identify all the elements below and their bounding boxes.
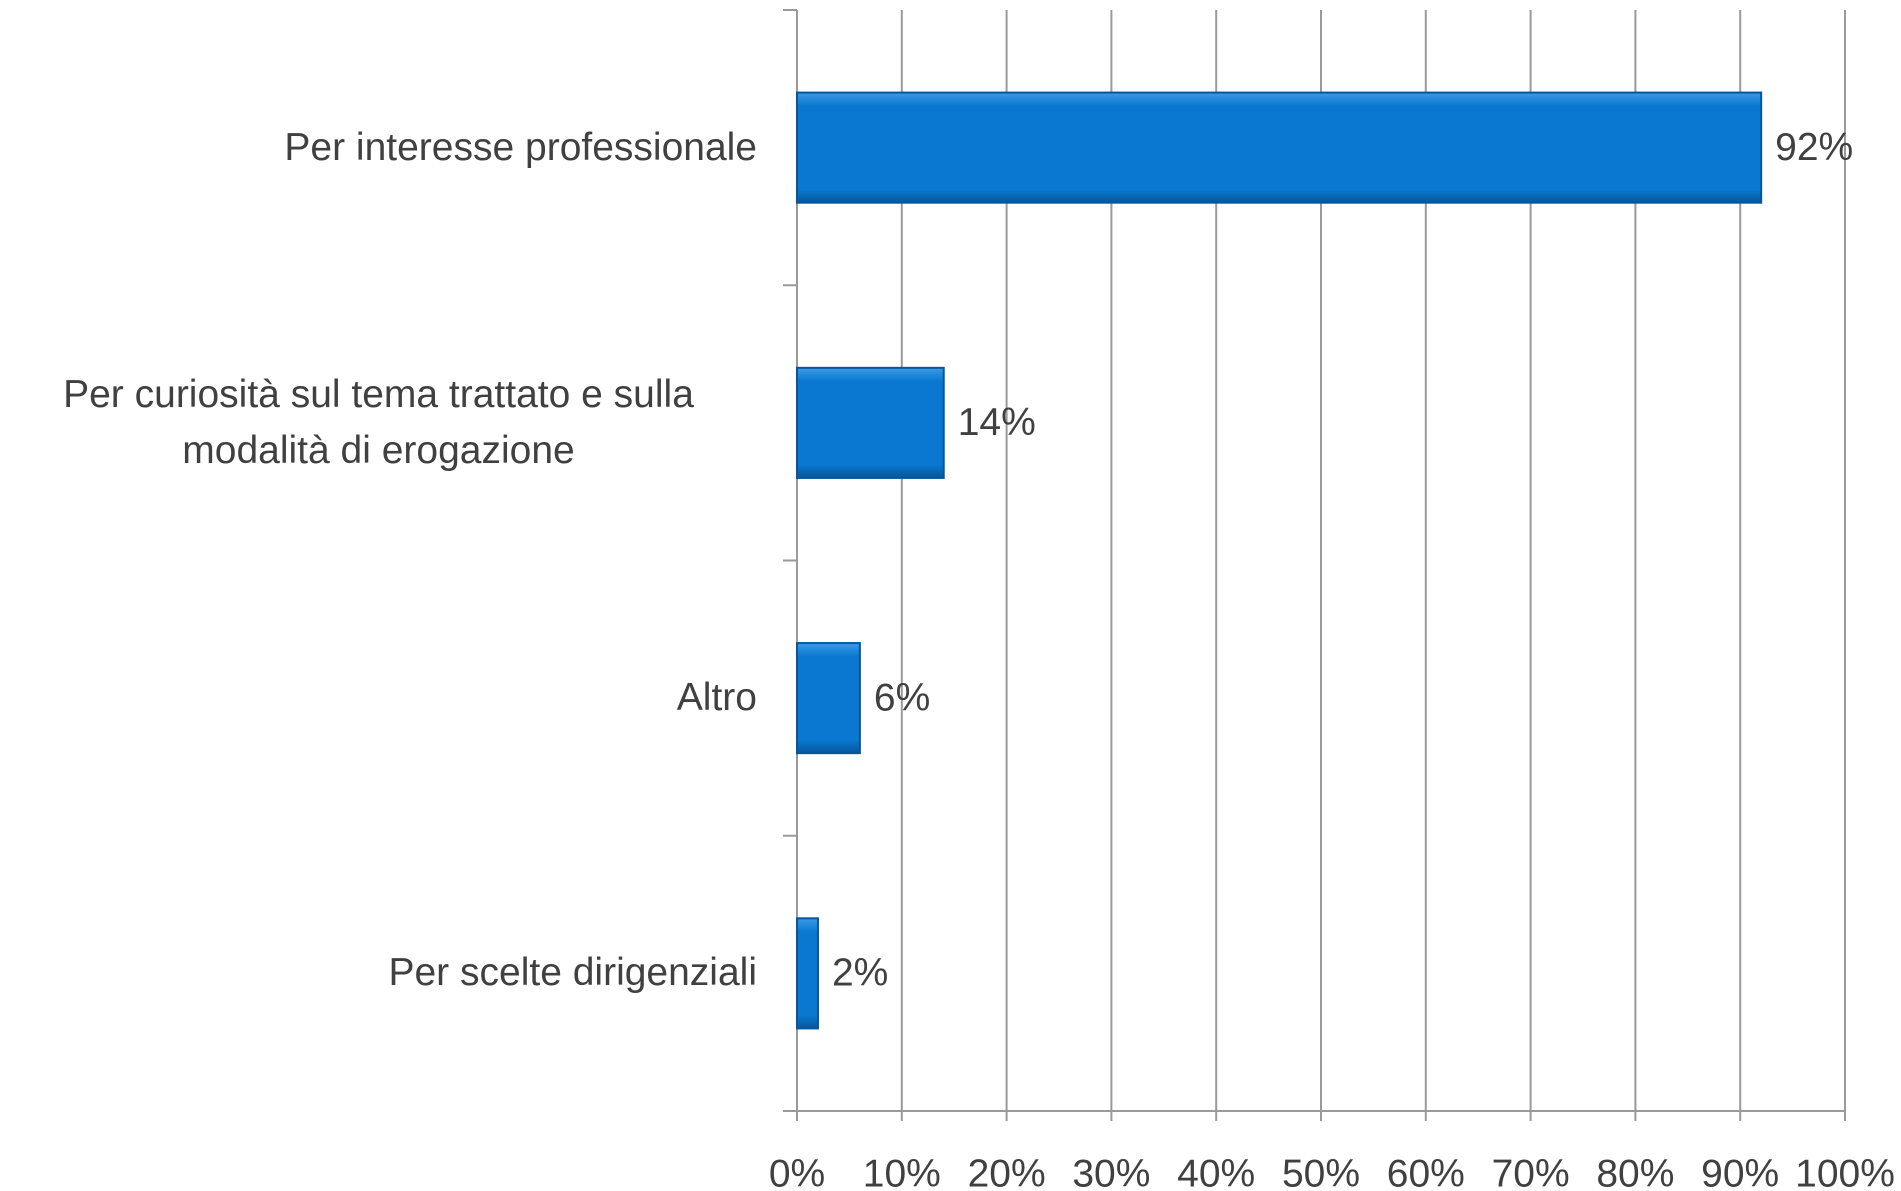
bar <box>796 91 1763 204</box>
x-tick-label: 70% <box>1492 1152 1570 1191</box>
y-tick-label-box: Per curiosità sul tema trattato e sulla … <box>0 285 757 560</box>
x-tick-label: 80% <box>1596 1152 1674 1191</box>
bar <box>796 917 819 1030</box>
y-tick-label: Altro <box>676 676 757 720</box>
x-tick-label: 90% <box>1701 1152 1779 1191</box>
x-tick-label: 30% <box>1072 1152 1150 1191</box>
y-tick-label-wrap: Per interesse professionale <box>0 10 757 285</box>
y-tick-label-box: Altro <box>0 561 757 836</box>
x-tick-label: 0% <box>769 1152 825 1191</box>
y-tick-label-wrap: Per curiosità sul tema trattato e sulla … <box>0 285 757 560</box>
x-tick-label: 60% <box>1387 1152 1465 1191</box>
y-tick-label-box: Per interesse professionale <box>0 10 757 285</box>
x-tick-label: 40% <box>1177 1152 1255 1191</box>
x-tick-label: 50% <box>1282 1152 1360 1191</box>
x-tick-label: 20% <box>968 1152 1046 1191</box>
value-label: 14% <box>958 401 1036 444</box>
y-tick-label-wrap: Altro <box>0 561 757 836</box>
value-label: 6% <box>874 676 930 719</box>
bar <box>796 642 861 755</box>
y-tick-label: Per interesse professionale <box>284 125 757 169</box>
y-tick-label: Per curiosità sul tema trattato e sulla … <box>63 372 694 472</box>
y-tick-label: Per scelte dirigenziali <box>388 951 757 995</box>
x-tick-label: 10% <box>863 1152 941 1191</box>
bar <box>796 366 945 479</box>
y-tick-label-wrap: Per scelte dirigenziali <box>0 836 757 1111</box>
value-label: 2% <box>832 952 888 995</box>
value-label: 92% <box>1775 126 1853 169</box>
x-tick-label: 100% <box>1795 1152 1895 1191</box>
y-tick-label-box: Per scelte dirigenziali <box>0 836 757 1111</box>
